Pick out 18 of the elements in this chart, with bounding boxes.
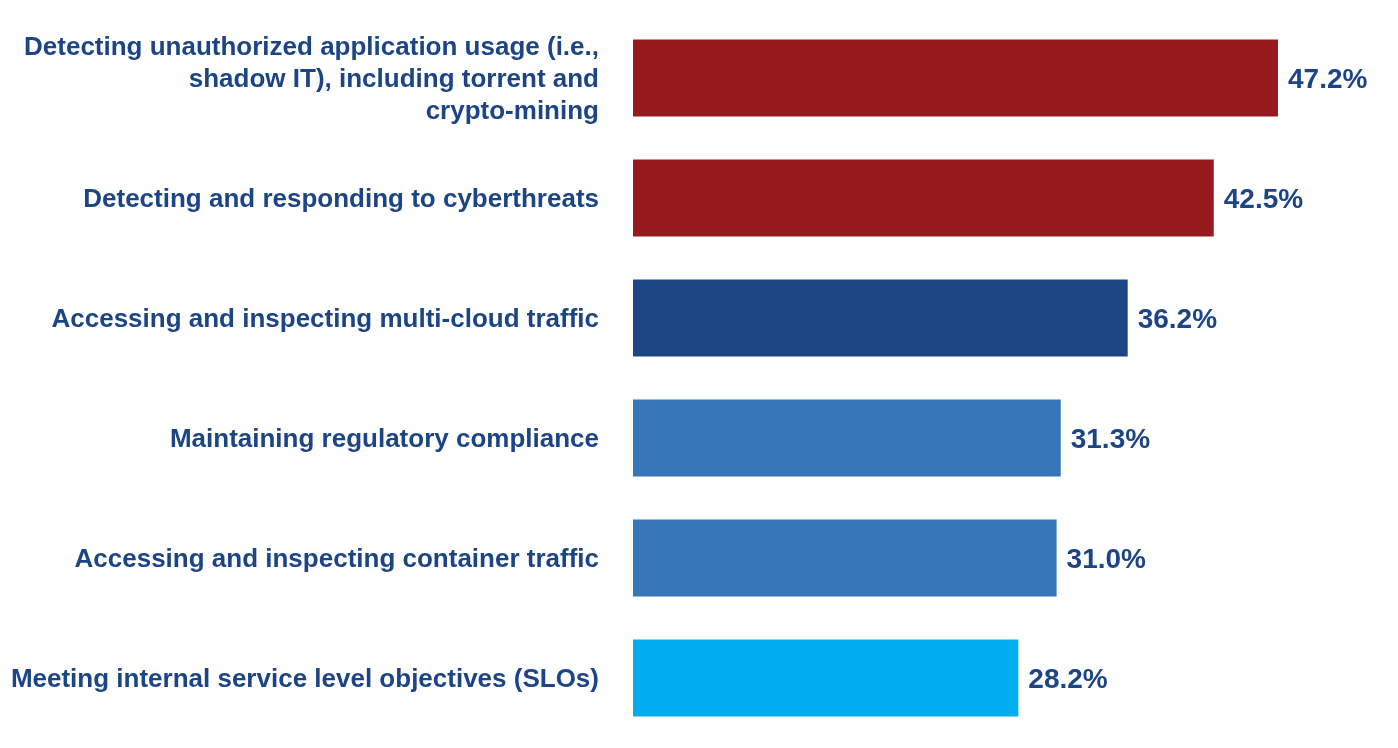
y-tick-label: Detecting unauthorized application usage (i.e., shadow IT), including torrent and crypto-mining — [24, 31, 599, 125]
data-label: 36.2% — [1137, 303, 1218, 335]
bar — [633, 639, 1019, 717]
data-label: 42.5% — [1223, 183, 1304, 215]
y-tick-label: Accessing and inspecting multi-cloud traffic — [51, 303, 599, 333]
bar — [633, 159, 1214, 237]
bar — [633, 519, 1057, 597]
bar — [633, 279, 1128, 357]
bar — [633, 399, 1061, 477]
data-label: 31.3% — [1070, 423, 1151, 455]
data-label: 28.2% — [1028, 663, 1108, 695]
y-tick-label: Detecting and responding to cyberthreats — [83, 183, 599, 213]
data-label: 31.0% — [1066, 543, 1147, 575]
y-tick-label: Maintaining regulatory compliance — [169, 423, 599, 453]
y-tick-label: Accessing and inspecting container traffic — [74, 543, 599, 573]
data-label: 47.2% — [1288, 63, 1368, 95]
bar — [633, 39, 1278, 117]
y-tick-label: Meeting internal service level objectives (SLOs) — [10, 663, 599, 693]
